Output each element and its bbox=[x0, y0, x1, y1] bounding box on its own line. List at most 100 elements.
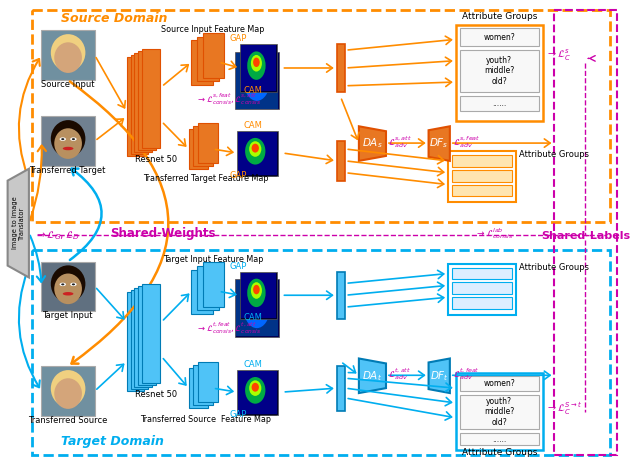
FancyBboxPatch shape bbox=[460, 28, 539, 46]
FancyBboxPatch shape bbox=[241, 273, 276, 318]
FancyBboxPatch shape bbox=[452, 155, 512, 167]
Ellipse shape bbox=[253, 285, 260, 295]
Text: youth?
middle?
old?: youth? middle? old? bbox=[484, 397, 515, 427]
FancyBboxPatch shape bbox=[134, 288, 152, 387]
Ellipse shape bbox=[70, 283, 77, 286]
Text: Shared-Labels: Shared-Labels bbox=[541, 231, 630, 241]
Text: $\mathcal{L}_{adv}^{t,feat}$: $\mathcal{L}_{adv}^{t,feat}$ bbox=[452, 367, 479, 382]
Ellipse shape bbox=[60, 137, 66, 141]
Polygon shape bbox=[429, 126, 450, 161]
FancyBboxPatch shape bbox=[452, 282, 512, 294]
FancyBboxPatch shape bbox=[337, 44, 346, 92]
FancyBboxPatch shape bbox=[237, 370, 278, 415]
FancyBboxPatch shape bbox=[191, 41, 212, 85]
Text: Transferred Target: Transferred Target bbox=[29, 166, 106, 175]
FancyBboxPatch shape bbox=[456, 25, 543, 121]
FancyBboxPatch shape bbox=[237, 131, 278, 176]
FancyBboxPatch shape bbox=[191, 269, 212, 314]
Ellipse shape bbox=[248, 142, 269, 170]
Text: $\rightarrow\mathcal{L}_{consis}^{s,feat},\mathcal{L}_{consis}^{s,att}$: $\rightarrow\mathcal{L}_{consis}^{s,feat… bbox=[196, 91, 261, 107]
Ellipse shape bbox=[252, 144, 259, 152]
Ellipse shape bbox=[255, 145, 262, 155]
Text: Transferred Source  Feature Map: Transferred Source Feature Map bbox=[141, 415, 271, 424]
Text: Attribute Groups: Attribute Groups bbox=[461, 448, 537, 457]
Text: women?: women? bbox=[483, 33, 515, 42]
Ellipse shape bbox=[245, 377, 266, 404]
Text: CAM: CAM bbox=[244, 86, 263, 95]
FancyBboxPatch shape bbox=[460, 50, 539, 92]
FancyBboxPatch shape bbox=[460, 395, 539, 429]
Text: $DA_t$: $DA_t$ bbox=[362, 369, 383, 383]
FancyBboxPatch shape bbox=[127, 292, 144, 391]
FancyBboxPatch shape bbox=[189, 368, 208, 408]
FancyBboxPatch shape bbox=[42, 116, 95, 166]
Ellipse shape bbox=[255, 384, 262, 394]
FancyBboxPatch shape bbox=[142, 284, 159, 383]
Text: youth?
middle?
old?: youth? middle? old? bbox=[484, 56, 515, 86]
Text: $\mathcal{L}_{adv}^{s,feat}$: $\mathcal{L}_{adv}^{s,feat}$ bbox=[452, 134, 480, 150]
Ellipse shape bbox=[54, 274, 82, 304]
FancyBboxPatch shape bbox=[337, 272, 346, 319]
Text: Target Input Feature Map: Target Input Feature Map bbox=[163, 254, 263, 264]
FancyBboxPatch shape bbox=[197, 266, 219, 310]
Ellipse shape bbox=[253, 383, 265, 399]
Text: CAM: CAM bbox=[244, 121, 263, 130]
FancyBboxPatch shape bbox=[240, 44, 276, 92]
Text: GAP: GAP bbox=[229, 261, 246, 271]
Polygon shape bbox=[359, 126, 386, 161]
Text: $DF_s$: $DF_s$ bbox=[429, 137, 449, 151]
Ellipse shape bbox=[60, 283, 66, 286]
Text: $\rightarrow\mathcal{L}^s_C$: $\rightarrow\mathcal{L}^s_C$ bbox=[546, 48, 571, 63]
FancyBboxPatch shape bbox=[452, 267, 512, 280]
FancyBboxPatch shape bbox=[203, 262, 225, 307]
Ellipse shape bbox=[251, 55, 262, 72]
Text: Source Input Feature Map: Source Input Feature Map bbox=[161, 26, 264, 34]
Text: Transferred Source: Transferred Source bbox=[28, 416, 108, 425]
Text: Resnet 50: Resnet 50 bbox=[134, 390, 177, 399]
Text: Attribute Groups: Attribute Groups bbox=[461, 12, 537, 21]
Ellipse shape bbox=[63, 147, 74, 150]
FancyBboxPatch shape bbox=[236, 281, 278, 336]
FancyBboxPatch shape bbox=[42, 30, 95, 80]
Ellipse shape bbox=[252, 383, 259, 392]
FancyBboxPatch shape bbox=[238, 371, 276, 414]
Ellipse shape bbox=[72, 138, 75, 140]
FancyBboxPatch shape bbox=[198, 363, 218, 402]
Ellipse shape bbox=[51, 370, 85, 407]
FancyBboxPatch shape bbox=[460, 376, 539, 391]
Text: Attribute Groups: Attribute Groups bbox=[518, 262, 589, 272]
Text: GAP: GAP bbox=[229, 171, 246, 180]
FancyBboxPatch shape bbox=[42, 261, 95, 311]
Ellipse shape bbox=[252, 65, 261, 79]
Ellipse shape bbox=[247, 279, 266, 307]
Ellipse shape bbox=[61, 283, 65, 285]
Text: $\rightarrow\mathcal{L}_{consis}^{t,feat},\mathcal{L}_{consis}^{t,att}$: $\rightarrow\mathcal{L}_{consis}^{t,feat… bbox=[196, 321, 261, 336]
Text: Attribute Groups: Attribute Groups bbox=[518, 150, 589, 159]
FancyBboxPatch shape bbox=[138, 51, 156, 150]
FancyBboxPatch shape bbox=[134, 53, 152, 152]
FancyBboxPatch shape bbox=[452, 170, 512, 182]
Text: Target Domain: Target Domain bbox=[61, 435, 164, 448]
Text: ......: ...... bbox=[492, 99, 506, 108]
FancyBboxPatch shape bbox=[193, 365, 212, 405]
FancyBboxPatch shape bbox=[193, 126, 212, 166]
Polygon shape bbox=[8, 169, 29, 277]
FancyBboxPatch shape bbox=[138, 286, 156, 385]
FancyBboxPatch shape bbox=[240, 272, 276, 319]
Ellipse shape bbox=[63, 292, 74, 295]
Ellipse shape bbox=[54, 378, 82, 409]
Ellipse shape bbox=[249, 141, 261, 157]
FancyBboxPatch shape bbox=[452, 185, 512, 197]
Ellipse shape bbox=[70, 137, 77, 141]
FancyBboxPatch shape bbox=[242, 136, 276, 176]
FancyBboxPatch shape bbox=[235, 280, 278, 337]
Text: Image to Image
Translator: Image to Image Translator bbox=[12, 197, 25, 249]
Text: CAM: CAM bbox=[244, 313, 263, 322]
Text: $\mathcal{L}_{adv}^{s,att}$: $\mathcal{L}_{adv}^{s,att}$ bbox=[388, 134, 412, 150]
FancyBboxPatch shape bbox=[127, 57, 144, 156]
FancyBboxPatch shape bbox=[189, 129, 208, 169]
FancyBboxPatch shape bbox=[243, 376, 275, 414]
Ellipse shape bbox=[51, 34, 85, 71]
Polygon shape bbox=[359, 358, 386, 393]
Text: GAP: GAP bbox=[229, 410, 246, 419]
